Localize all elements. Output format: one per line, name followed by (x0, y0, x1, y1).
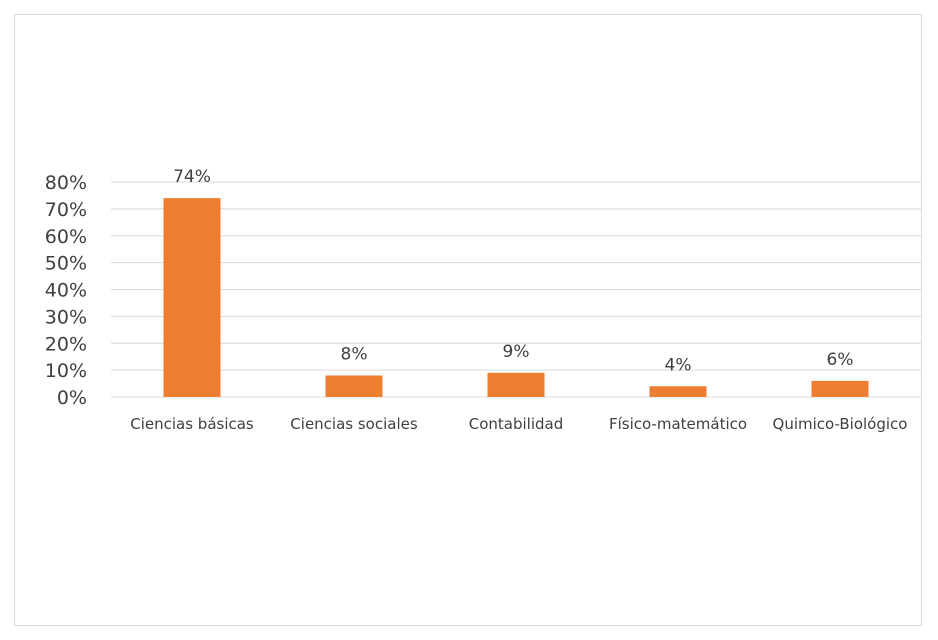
bar (487, 372, 545, 397)
y-tick-label: 80% (45, 172, 87, 194)
data-label: 6% (827, 350, 854, 370)
category-label: Quimico-Biológico (773, 415, 908, 433)
gridlines (111, 181, 921, 398)
y-tick-label: 40% (45, 280, 87, 302)
y-tick-label: 70% (45, 199, 87, 221)
bars (163, 198, 869, 397)
x-axis-category-labels: Ciencias básicas Ciencias sociales Contabi… (130, 415, 907, 433)
y-tick-label: 50% (45, 253, 87, 275)
bar (649, 386, 707, 397)
data-label: 9% (503, 342, 530, 362)
bar-chart: 0% 10% 20% 30% 40% 50% 60% 70% 80% 74% 8% 9% 4% 6% C… (45, 167, 921, 433)
data-label: 74% (173, 167, 211, 187)
bar (811, 380, 869, 397)
y-axis-tick-labels: 0% 10% 20% 30% 40% 50% 60% 70% 80% (45, 172, 87, 409)
data-label: 4% (665, 355, 692, 375)
y-tick-label: 30% (45, 306, 87, 328)
category-label: Físico-matemático (609, 415, 747, 433)
category-label: Ciencias básicas (130, 415, 254, 433)
bar (163, 198, 221, 397)
y-tick-label: 60% (45, 226, 87, 248)
y-tick-label: 10% (45, 360, 87, 382)
chart-frame: 0% 10% 20% 30% 40% 50% 60% 70% 80% 74% 8% 9% 4% 6% C… (14, 14, 922, 626)
y-tick-label: 20% (45, 333, 87, 355)
data-label: 8% (341, 345, 368, 365)
category-label: Contabilidad (469, 415, 564, 433)
y-tick-label: 0% (57, 387, 87, 409)
category-label: Ciencias sociales (290, 415, 418, 433)
bar (325, 375, 383, 397)
data-labels: 74% 8% 9% 4% 6% (173, 167, 853, 375)
